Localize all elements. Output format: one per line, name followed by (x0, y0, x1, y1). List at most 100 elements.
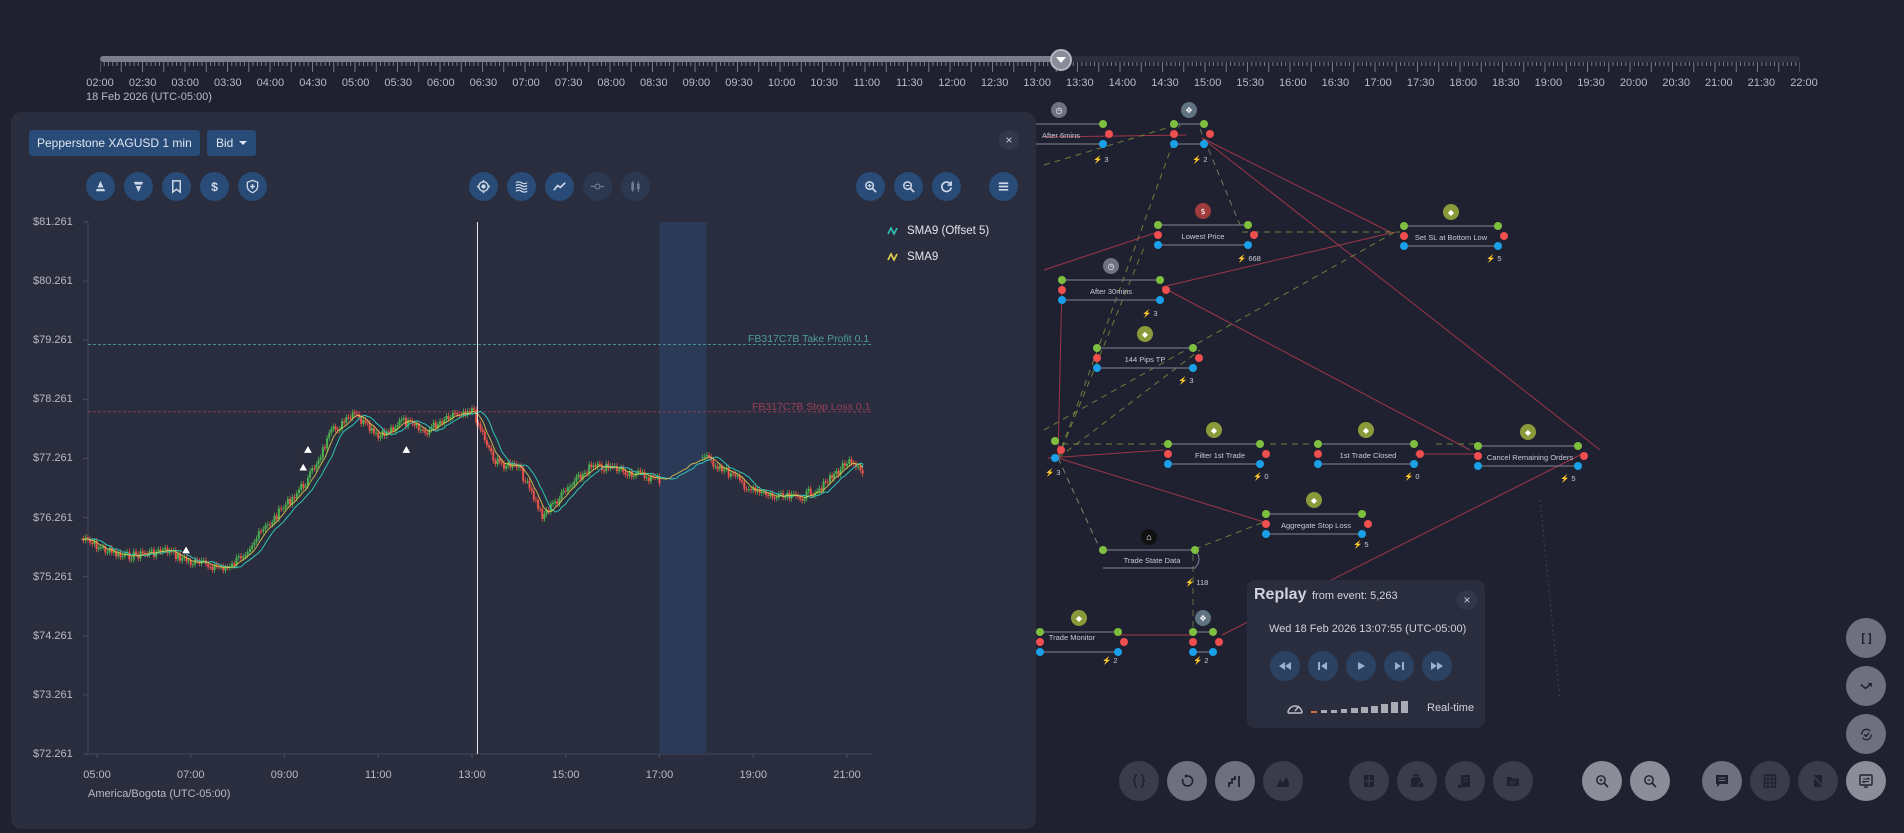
stairs-icon (1228, 776, 1240, 787)
x-axis-label: 11:00 (364, 769, 392, 781)
close-replay-button[interactable]: × (1457, 590, 1477, 610)
replay-from-event: from event: 5,263 (1312, 590, 1398, 602)
flow-node[interactable]: $ (1154, 203, 1258, 249)
undo-button[interactable] (1167, 761, 1207, 801)
timeline-tick-label: 15:30 (1236, 77, 1264, 89)
timeline-tick-label: 08:30 (640, 77, 668, 89)
refresh-button[interactable] (932, 172, 961, 201)
candles-button[interactable] (621, 172, 650, 201)
svg-text:◆: ◆ (1142, 330, 1149, 339)
legend-item-sma9[interactable]: SMA9 (887, 251, 989, 263)
timeline-tick-label: 07:00 (512, 77, 540, 89)
dashboard-button[interactable] (1349, 761, 1389, 801)
replay-title: Replay (1254, 586, 1307, 603)
flow-node[interactable]: ◆ (1314, 422, 1424, 468)
y-axis-label: $77.261 (33, 452, 73, 465)
steps-button[interactable] (1215, 761, 1255, 801)
comments-button[interactable] (1702, 761, 1742, 801)
x-axis-label: 21:00 (833, 769, 861, 781)
timeline-tick-label: 21:00 (1705, 77, 1733, 89)
legend-label: SMA9 (907, 251, 939, 263)
flow-node[interactable]: ◷ (1036, 102, 1113, 148)
bolt-icon: ⚡ (1404, 472, 1414, 481)
step-forward-icon (1395, 662, 1404, 670)
shield-button[interactable] (238, 172, 267, 201)
flow-node-label: Set SL at Bottom Low (1414, 233, 1488, 242)
flow-node[interactable]: ◷ (1058, 258, 1170, 304)
y-axis-label: $78.261 (33, 393, 73, 406)
bookmark-button[interactable] (162, 172, 191, 201)
fit-view-button[interactable] (1846, 618, 1886, 658)
sell-button[interactable] (124, 172, 153, 201)
close-icon: × (1463, 593, 1471, 607)
timeline-tick-label: 05:30 (384, 77, 412, 89)
flow-node-label: After 6mins (1042, 131, 1080, 140)
trade-marker-icon (302, 444, 314, 454)
timeline-tick-label: 18:00 (1449, 77, 1477, 89)
timeline-scrubber[interactable] (84, 49, 1804, 96)
flow-node-count: ⚡ 3 (1045, 468, 1061, 477)
chart-panel: Pepperstone XAGUSD 1 min Bid × $ (11, 112, 1036, 829)
comment-icon (1716, 775, 1728, 787)
flow-node[interactable]: ◆ (1164, 422, 1270, 468)
zoom-out-button[interactable] (894, 172, 923, 201)
area-chart-button[interactable] (1263, 761, 1303, 801)
flow-zoom-in-button[interactable] (1582, 761, 1622, 801)
report-button[interactable] (1445, 761, 1485, 801)
folder-button[interactable] (1493, 761, 1533, 801)
speed-slider[interactable] (1311, 699, 1421, 715)
flow-node[interactable]: ◆ (1036, 610, 1128, 656)
dollar-button[interactable]: $ (200, 172, 229, 201)
symbol-button[interactable]: Pepperstone XAGUSD 1 min (29, 130, 200, 156)
svg-text:◆: ◆ (1311, 496, 1318, 505)
crosshair-button[interactable] (469, 172, 498, 201)
svg-text:◆: ◆ (1525, 428, 1532, 437)
line-chart-button[interactable] (545, 172, 574, 201)
step-back-button[interactable] (1308, 651, 1338, 681)
flow-node[interactable]: ✥ (1189, 610, 1223, 656)
x-axis-label: 13:00 (458, 769, 486, 781)
fast-forward-button[interactable] (1422, 651, 1452, 681)
flow-node[interactable]: ◆ (1093, 326, 1203, 372)
timeline-ticks (100, 62, 1800, 72)
legend-item-sma9-offset[interactable]: SMA9 (Offset 5) (887, 225, 989, 237)
timeline-thumb[interactable] (1050, 49, 1072, 71)
chart-menu-button[interactable] (989, 172, 1018, 201)
flow-node[interactable]: ◆ (1474, 424, 1588, 470)
rewind-button[interactable] (1270, 651, 1300, 681)
timeline-tick-label: 18:30 (1492, 77, 1520, 89)
portfolio-button[interactable] (1397, 761, 1437, 801)
sync-button[interactable] (1846, 714, 1886, 754)
timeline-tick-label: 05:00 (341, 77, 370, 89)
timeline-tick-label: 19:00 (1534, 77, 1563, 89)
price-chart[interactable] (11, 112, 1036, 829)
replay-datetime: Wed 18 Feb 2026 13:07:55 (UTC-05:00) (1269, 623, 1467, 635)
flow-node[interactable]: ◆ (1262, 492, 1372, 538)
flow-zoom-out-button[interactable] (1630, 761, 1670, 801)
step-forward-button[interactable] (1384, 651, 1414, 681)
timeline-tick-label: 13:00 (1023, 77, 1051, 89)
flow-node[interactable]: ✥ (1170, 102, 1214, 148)
timeline-tick-label: 16:30 (1321, 77, 1350, 89)
code-button[interactable] (1119, 761, 1159, 801)
close-chart-button[interactable]: × (999, 130, 1019, 150)
speedometer-icon (1287, 705, 1303, 714)
disable-device-button[interactable] (1798, 761, 1838, 801)
point-button[interactable] (583, 172, 612, 201)
transfer-button[interactable] (1846, 761, 1886, 801)
zoom-in-button[interactable] (856, 172, 885, 201)
table-button[interactable] (1750, 761, 1790, 801)
flow-diagram[interactable]: ◷ ✥ $ ◆ ◷ ◆ ◆ ◆ ◆ ◆ ◆ ✥ ⌂ (1036, 100, 1636, 720)
folder-icon (1507, 777, 1519, 786)
candles-icon (631, 180, 640, 193)
chart-legend: SMA9 (Offset 5) SMA9 (887, 225, 989, 277)
flow-node[interactable]: ◆ (1400, 204, 1508, 250)
y-axis-label: $72.261 (33, 748, 73, 760)
route-button[interactable] (1846, 666, 1886, 706)
price-type-dropdown[interactable]: Bid (207, 130, 257, 156)
waves-button[interactable] (507, 172, 536, 201)
play-button[interactable] (1346, 651, 1376, 681)
point-icon (590, 183, 605, 190)
buy-button[interactable] (86, 172, 115, 201)
dollar-icon: $ (211, 180, 218, 194)
